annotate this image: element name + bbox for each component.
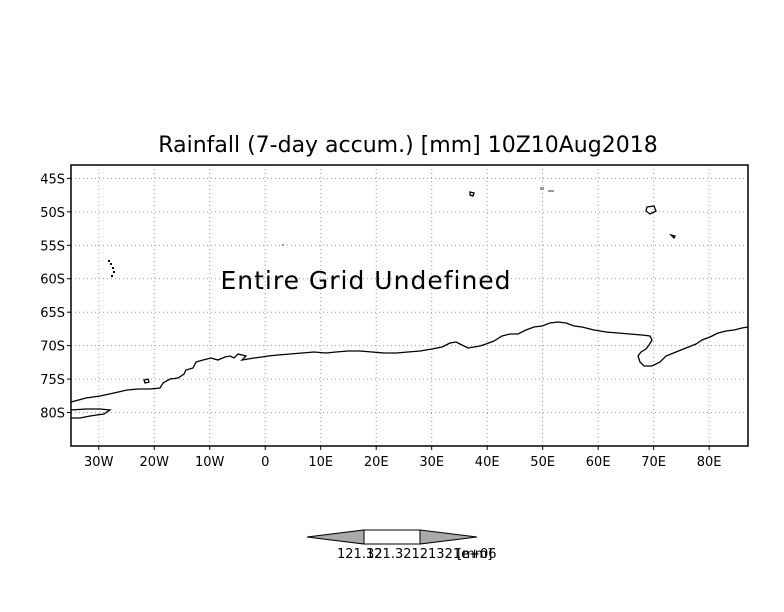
lat-tick-label: 60S [40,273,65,288]
dot-5 [111,275,113,277]
lon-tick-label: 30W [84,455,114,470]
latitude-labels: 45S 50S 55S 60S 65S 70S 75S 80S [40,172,65,421]
lon-tick-label: 60E [586,455,611,470]
lat-tick-label: 75S [40,373,65,388]
colorbar-unit: [mm] [457,547,492,562]
dot-1 [108,260,110,262]
island-grey-3 [282,244,284,246]
minor-islands [282,187,554,246]
island-grey-2 [548,190,554,192]
colorbar: 121.32 121.32121321e+06 [mm] [306,529,497,562]
dot-2 [110,263,112,265]
dot-4 [113,271,115,273]
lon-tick-label: 50E [530,455,555,470]
dotted-islands [108,260,115,277]
island-grey-1 [540,187,544,190]
lon-tick-label: 70E [641,455,666,470]
coastlines [70,191,749,419]
colorbar-label-value: 121.32121321e+06 [366,547,497,562]
lon-tick-label: 0 [261,455,269,470]
lat-tick-label: 65S [40,306,65,321]
lon-tick-label: 40E [475,455,500,470]
island-c [645,205,657,215]
longitude-labels: 30W 20W 10W 0 10E 20E 30E 40E 50E 60E 70E 80E [84,455,721,470]
colorbar-left-arrow [306,529,365,545]
lat-tick-label: 70S [40,340,65,355]
gridlines [67,165,748,450]
lon-tick-label: 80E [697,455,722,470]
island-a [143,378,150,384]
colorbar-box [363,529,421,545]
lon-tick-label: 30E [419,455,444,470]
map-frame [70,164,749,447]
map-title: Rainfall (7-day accum.) [mm] 10Z10Aug201… [158,133,657,158]
lat-tick-label: 55S [40,239,65,254]
lon-tick-label: 10E [308,455,333,470]
colorbar-right-arrow [419,529,478,545]
antarctic-coastline [70,321,749,403]
dot-3 [112,267,114,269]
ice-shelf [70,408,112,419]
undefined-grid-message: Entire Grid Undefined [220,266,511,295]
lon-tick-label: 20E [364,455,389,470]
colorbar-label-overlap: 121.32 [337,547,383,562]
lat-tick-label: 50S [40,206,65,221]
lat-tick-label: 80S [40,407,65,422]
lon-tick-label: 20W [140,455,170,470]
lat-tick-label: 45S [40,172,65,187]
lon-tick-label: 10W [195,455,225,470]
island-b [469,191,475,197]
island-d [668,233,676,240]
